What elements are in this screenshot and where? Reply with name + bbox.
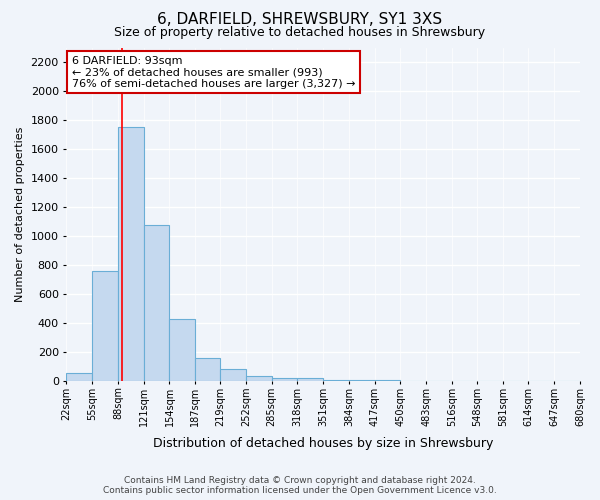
Bar xyxy=(118,127,144,381)
Bar xyxy=(169,318,195,381)
Bar xyxy=(220,369,246,381)
Bar xyxy=(246,376,272,381)
Bar xyxy=(144,225,169,381)
Bar xyxy=(195,358,220,381)
X-axis label: Distribution of detached houses by size in Shrewsbury: Distribution of detached houses by size … xyxy=(153,437,493,450)
Bar xyxy=(349,380,375,381)
Bar xyxy=(67,373,92,381)
Text: 6 DARFIELD: 93sqm
← 23% of detached houses are smaller (993)
76% of semi-detache: 6 DARFIELD: 93sqm ← 23% of detached hous… xyxy=(71,56,355,89)
Bar xyxy=(323,380,349,381)
Bar xyxy=(298,378,323,381)
Text: 6, DARFIELD, SHREWSBURY, SY1 3XS: 6, DARFIELD, SHREWSBURY, SY1 3XS xyxy=(157,12,443,28)
Text: Contains HM Land Registry data © Crown copyright and database right 2024.
Contai: Contains HM Land Registry data © Crown c… xyxy=(103,476,497,495)
Y-axis label: Number of detached properties: Number of detached properties xyxy=(15,126,25,302)
Bar xyxy=(92,270,118,381)
Bar xyxy=(272,378,298,381)
Text: Size of property relative to detached houses in Shrewsbury: Size of property relative to detached ho… xyxy=(115,26,485,39)
